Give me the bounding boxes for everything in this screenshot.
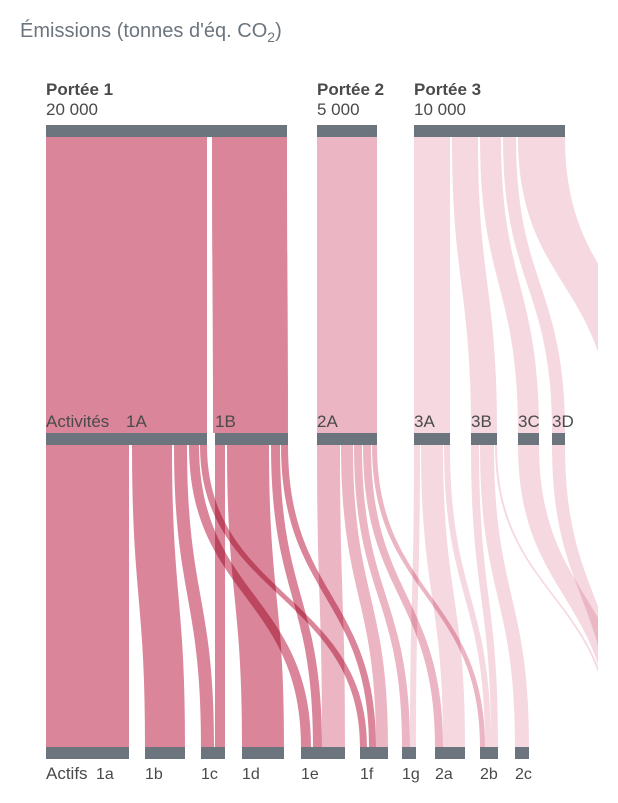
asset-label-a1d: 1d [242, 766, 260, 783]
node-a2c [515, 747, 529, 759]
activity-label-A3B: 3B [471, 412, 492, 431]
node-A2A [317, 433, 377, 445]
source-label-P2: Portée 2 [317, 80, 384, 99]
node-P3 [414, 125, 565, 137]
node-a1e [301, 747, 345, 759]
asset-row-label: Actifs [46, 764, 88, 783]
node-A1B [215, 433, 288, 445]
asset-label-a1f: 1f [360, 766, 374, 783]
flow-A1B-a1c [215, 445, 225, 747]
node-A1A [46, 433, 207, 445]
asset-label-a1b: 1b [145, 766, 163, 783]
activity-label-A2A: 2A [317, 412, 338, 431]
node-a2b [480, 747, 498, 759]
asset-label-a2c: 2c [515, 766, 532, 783]
flow-A1A-a1a [46, 445, 129, 747]
node-a1a [46, 747, 129, 759]
node-P2 [317, 125, 377, 137]
activity-row-label: Activités [46, 412, 109, 431]
node-a1c [201, 747, 225, 759]
node-a1g [402, 747, 416, 759]
node-a1f [360, 747, 388, 759]
source-value-P1: 20 000 [46, 100, 98, 119]
flow-P1-A1B [212, 137, 288, 433]
node-A3D [552, 433, 565, 445]
flow-A2A-a1e [317, 445, 345, 747]
asset-label-a1a: 1a [96, 766, 114, 783]
activity-label-A1B: 1B [215, 412, 236, 431]
activity-label-A3C: 3C [518, 412, 540, 431]
source-value-P3: 10 000 [414, 100, 466, 119]
activity-label-A1A: 1A [126, 412, 147, 431]
asset-label-a1e: 1e [301, 766, 319, 783]
sankey-diagram: Portée 120 000 Portée 25 000 Portée 310 00… [20, 63, 598, 783]
flow-P1-A1A [46, 137, 207, 433]
node-A3A [414, 433, 450, 445]
asset-label-a1c: 1c [201, 766, 218, 783]
activity-label-A3D: 3D [552, 412, 574, 431]
node-A3B [471, 433, 497, 445]
node-A3C [518, 433, 539, 445]
source-label-P1: Portée 1 [46, 80, 113, 99]
activity-label-A3A: 3A [414, 412, 435, 431]
chart-title: Émissions (tonnes d'éq. CO2) [20, 20, 598, 45]
asset-label-a1g: 1g [402, 766, 420, 783]
flow-P2-A2A [317, 137, 377, 433]
source-label-P3: Portée 3 [414, 80, 481, 99]
node-a1b [145, 747, 185, 759]
flow-P3-A3A [414, 137, 450, 433]
flow-A3A-a1g [410, 445, 420, 747]
asset-label-a2b: 2b [480, 766, 498, 783]
source-value-P2: 5 000 [317, 100, 360, 119]
node-a2a [435, 747, 465, 759]
asset-label-a2a: 2a [435, 766, 453, 783]
node-a1d [242, 747, 284, 759]
node-P1 [46, 125, 287, 137]
